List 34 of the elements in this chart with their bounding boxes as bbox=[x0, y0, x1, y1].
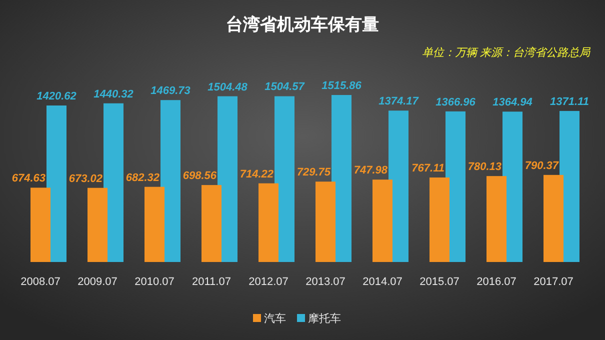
x-tick-label: 2012.07 bbox=[248, 276, 288, 288]
data-label: 698.56 bbox=[182, 170, 218, 182]
data-label: 1374.17 bbox=[378, 96, 420, 108]
x-tick-label: 2011.07 bbox=[192, 276, 231, 288]
x-tick-label: 2010.07 bbox=[134, 276, 174, 288]
x-tick-label: 2009.07 bbox=[78, 276, 118, 288]
data-label: 1371.11 bbox=[550, 96, 589, 108]
x-tick-label: 2017.07 bbox=[534, 276, 574, 288]
data-label: 1420.62 bbox=[36, 90, 76, 102]
x-tick-label: 2014.07 bbox=[362, 276, 402, 288]
x-tick-label: 2016.07 bbox=[476, 276, 516, 288]
chart-subtitle: 单位：万辆 来源：台湾省公路总局 bbox=[422, 46, 591, 59]
legend-label: 摩托车 bbox=[308, 312, 341, 325]
x-tick-label: 2015.07 bbox=[420, 276, 460, 288]
data-label: 682.32 bbox=[126, 172, 160, 184]
data-label: 1440.32 bbox=[94, 88, 134, 100]
data-label: 1515.86 bbox=[322, 80, 362, 92]
x-tick-label: 2008.07 bbox=[20, 276, 60, 288]
data-label: 674.63 bbox=[12, 172, 46, 185]
data-label: 673.02 bbox=[68, 172, 102, 185]
data-label: 780.13 bbox=[468, 161, 502, 174]
data-label: 1366.96 bbox=[436, 96, 476, 108]
data-label: 1469.73 bbox=[150, 85, 190, 98]
x-tick-label: 2013.07 bbox=[306, 276, 346, 288]
data-label: 790.37 bbox=[524, 160, 560, 172]
data-label: 1364.94 bbox=[492, 96, 532, 109]
legend-label: 汽车 bbox=[264, 312, 286, 325]
chart-title: 台湾省机动车保有量 bbox=[226, 15, 379, 34]
data-label: 1504.48 bbox=[208, 81, 248, 94]
data-label: 767.11 bbox=[412, 162, 444, 174]
data-label: 1504.57 bbox=[264, 81, 306, 94]
data-label: 729.75 bbox=[296, 166, 332, 179]
data-label: 714.22 bbox=[240, 168, 274, 180]
data-label: 747.98 bbox=[354, 164, 388, 177]
